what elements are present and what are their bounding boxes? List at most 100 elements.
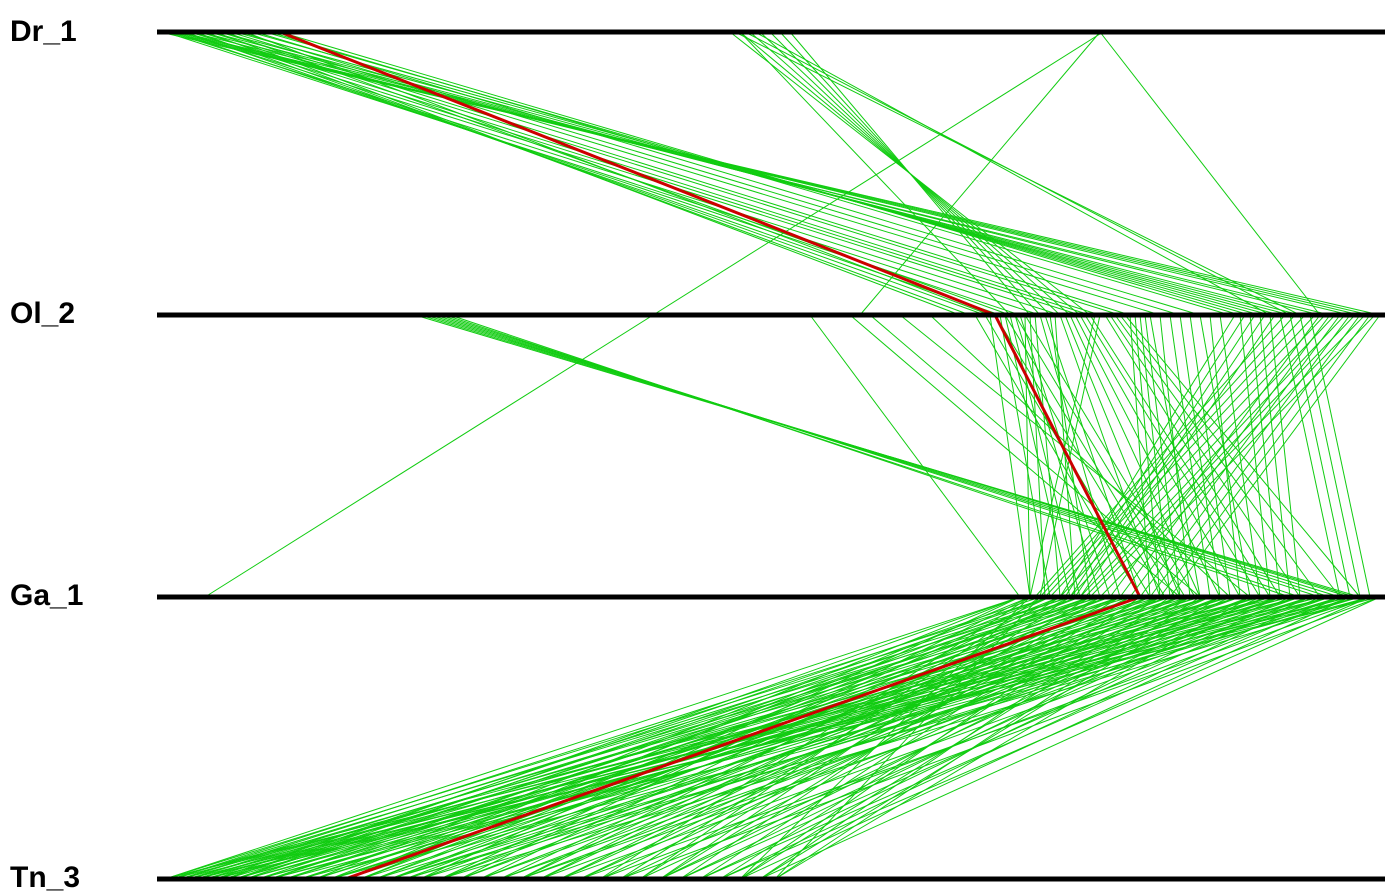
link-ol2-ga1 bbox=[1099, 314, 1376, 598]
link-ga1-tn3 bbox=[234, 596, 1051, 880]
link-ol2-ga1 bbox=[1069, 314, 1201, 598]
link-dr1-ol2 bbox=[859, 31, 1101, 316]
link-ol2-ga1 bbox=[1014, 314, 1186, 598]
link-ga1-tn3 bbox=[719, 596, 1371, 880]
link-ga1-tn3 bbox=[244, 596, 1081, 880]
link-ga1-tn3 bbox=[269, 596, 1301, 880]
link-ga1-tn3 bbox=[479, 596, 1271, 880]
link-ga1-tn3 bbox=[164, 596, 1021, 880]
link-ol2-ga1 bbox=[1089, 314, 1366, 598]
link-ga1-tn3 bbox=[739, 596, 1031, 880]
link-ga1-tn3 bbox=[195, 596, 1191, 880]
link-ga1-tn3 bbox=[679, 596, 1311, 880]
link-ol2-ga1 bbox=[1119, 314, 1341, 598]
link-ol2-ga1 bbox=[429, 314, 1341, 598]
link-ga1-tn3 bbox=[284, 596, 1171, 880]
link-ol2-ga1 bbox=[449, 314, 1291, 598]
link-ol2-ga1 bbox=[1124, 314, 1361, 598]
link-ol2-ga1 bbox=[1039, 314, 1296, 598]
link-dr1-ol2 bbox=[269, 31, 1231, 316]
link-dr1-ol2 bbox=[184, 31, 1001, 316]
link-dr1-ol2 bbox=[739, 31, 1011, 316]
link-ol2-ga1 bbox=[1029, 314, 1096, 598]
link-ol2-ga1 bbox=[1074, 314, 1266, 598]
link-ol2-ga1 bbox=[1004, 314, 1176, 598]
link-ol2-ga1 bbox=[1059, 314, 1236, 598]
link-ga1-tn3 bbox=[329, 596, 1261, 880]
link-ga1-tn3 bbox=[224, 596, 1071, 880]
link-ol2-ga1 bbox=[1044, 314, 1306, 598]
link-ga1-tn3 bbox=[499, 596, 1301, 880]
link-ga1-tn3 bbox=[579, 596, 1371, 880]
link-ol2-ga1 bbox=[1139, 314, 1351, 598]
link-ol2-ga1 bbox=[1119, 314, 1331, 598]
link-ol2-ga1 bbox=[1024, 314, 1196, 598]
link-dr1-ol2 bbox=[754, 31, 1271, 316]
link-ga1-tn3 bbox=[699, 596, 1341, 880]
link-ol2-ga1 bbox=[1009, 314, 1081, 598]
link-dr1-ol2 bbox=[1099, 31, 1321, 316]
link-ol2-ga1 bbox=[1054, 314, 1076, 598]
link-dr1-ol2 bbox=[209, 31, 1121, 316]
link-ol2-ga1 bbox=[1169, 314, 1211, 598]
link-dr1-ol2 bbox=[239, 31, 1181, 316]
link-ga1-tn3 bbox=[619, 596, 1381, 880]
track-label-ol-2: Ol_2 bbox=[10, 297, 75, 330]
link-ga1-tn3 bbox=[374, 596, 1141, 880]
link-dr1-ol2 bbox=[214, 31, 961, 316]
link-dr1-ol2 bbox=[219, 31, 1131, 316]
link-ga1-tn3 bbox=[204, 596, 1381, 880]
track-label-tn-3: Tn_3 bbox=[10, 861, 80, 894]
link-ol2-ga1 bbox=[1309, 314, 1371, 598]
link-dr1-ol2 bbox=[169, 31, 1061, 316]
link-ga1-tn3 bbox=[269, 596, 1141, 880]
link-dr1-ol2 bbox=[164, 31, 1371, 316]
link-ga1-tn3 bbox=[374, 596, 1301, 880]
link-ga1-tn3 bbox=[257, 596, 1271, 880]
link-dr1-ol2 bbox=[249, 31, 1261, 316]
link-ol2-ga1 bbox=[974, 314, 1141, 598]
link-ol2-ga1 bbox=[1129, 314, 1341, 598]
link-dr1-ol2 bbox=[254, 31, 1201, 316]
link-ga1-tn3 bbox=[164, 596, 1071, 880]
link-ga1-tn3 bbox=[619, 596, 1061, 880]
highlight-segment-dr1-ol2 bbox=[279, 30, 996, 317]
link-ol2-ga1 bbox=[1109, 314, 1321, 598]
link-ol2-ga1 bbox=[434, 314, 1331, 598]
link-ga1-tn3 bbox=[214, 596, 1041, 880]
link-ol2-ga1 bbox=[1034, 314, 1286, 598]
link-dr1-ol2 bbox=[244, 31, 991, 316]
link-ol2-ga1 bbox=[849, 314, 1181, 598]
link-dr1-ol2 bbox=[199, 31, 1101, 316]
link-ga1-tn3 bbox=[299, 596, 1201, 880]
link-ga1-tn3 bbox=[234, 596, 1261, 880]
link-ga1-tn3 bbox=[699, 596, 1131, 880]
link-dr1-ol2 bbox=[744, 31, 1291, 316]
track-labels: Dr_1 Ol_2 Ga_1 Tn_3 bbox=[10, 15, 83, 894]
link-ga1-tn3 bbox=[719, 596, 1161, 880]
link-ga1-tn3 bbox=[314, 596, 1231, 880]
highlight-segment-ga1-tn3 bbox=[344, 595, 1141, 881]
synteny-links bbox=[159, 31, 1381, 880]
link-ga1-tn3 bbox=[459, 596, 1241, 880]
link-ga1-tn3 bbox=[659, 596, 1281, 880]
link-ol2-ga1 bbox=[1169, 314, 1381, 598]
link-ga1-tn3 bbox=[269, 596, 1351, 880]
link-ol2-ga1 bbox=[444, 314, 1301, 598]
link-ga1-tn3 bbox=[164, 596, 1281, 880]
link-ol2-ga1 bbox=[999, 314, 1051, 598]
chromosome-tracks bbox=[157, 29, 1385, 882]
link-ga1-tn3 bbox=[659, 596, 1121, 880]
link-ol2-ga1 bbox=[424, 314, 1351, 598]
link-ol2-ga1 bbox=[1114, 314, 1321, 598]
link-ga1-tn3 bbox=[234, 596, 1101, 880]
link-ga1-tn3 bbox=[639, 596, 1091, 880]
link-ga1-tn3 bbox=[559, 596, 1341, 880]
link-ga1-tn3 bbox=[299, 596, 1361, 880]
link-ol2-ga1 bbox=[1079, 314, 1276, 598]
link-ga1-tn3 bbox=[759, 596, 1381, 880]
link-ga1-tn3 bbox=[639, 596, 1251, 880]
link-ga1-tn3 bbox=[257, 596, 1111, 880]
link-ga1-tn3 bbox=[244, 596, 1291, 880]
